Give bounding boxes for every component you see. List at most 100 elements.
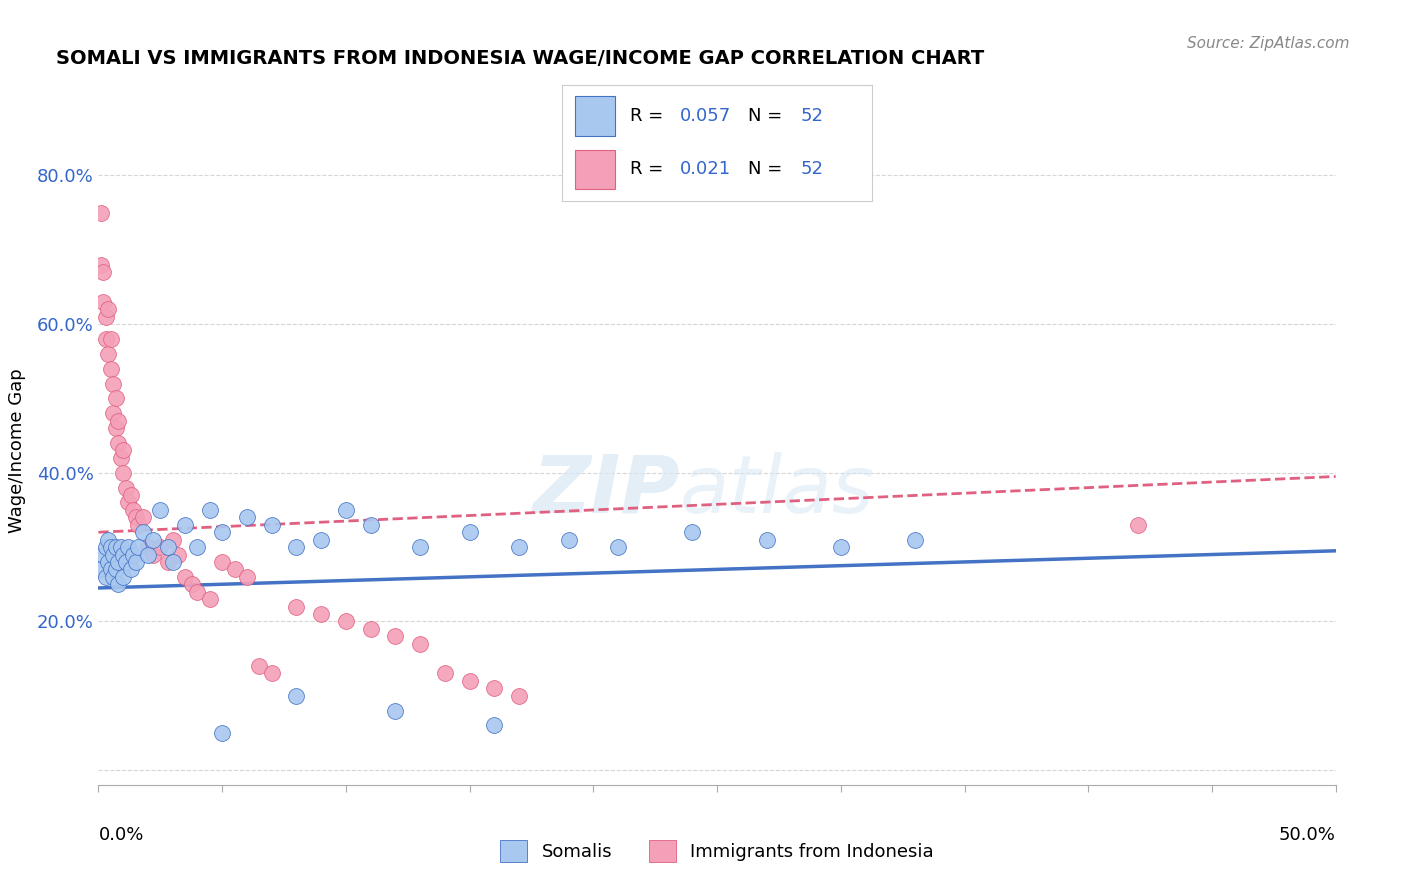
Point xyxy=(904,533,927,547)
Point xyxy=(484,718,506,732)
Point xyxy=(285,540,308,554)
Point xyxy=(607,540,630,554)
Text: 50.0%: 50.0% xyxy=(1279,826,1336,844)
Point xyxy=(112,548,135,562)
Point xyxy=(211,555,233,569)
Point xyxy=(107,414,129,428)
Point xyxy=(136,540,159,554)
Point xyxy=(94,570,117,584)
Point xyxy=(97,555,120,569)
Point xyxy=(156,555,179,569)
Point xyxy=(94,332,117,346)
Point xyxy=(100,332,122,346)
Point xyxy=(260,517,283,532)
Point xyxy=(104,540,127,554)
Point xyxy=(142,548,165,562)
Point xyxy=(484,681,506,696)
Point xyxy=(335,615,357,629)
Point xyxy=(103,376,125,391)
Point xyxy=(458,673,481,688)
Point xyxy=(149,503,172,517)
Text: 0.057: 0.057 xyxy=(681,107,731,125)
Point xyxy=(1126,517,1149,532)
Point xyxy=(211,726,233,740)
Point xyxy=(120,562,142,576)
Point xyxy=(100,361,122,376)
Point xyxy=(409,637,432,651)
Point xyxy=(114,555,136,569)
Point xyxy=(117,540,139,554)
Point xyxy=(127,540,149,554)
Y-axis label: Wage/Income Gap: Wage/Income Gap xyxy=(7,368,25,533)
Point xyxy=(107,555,129,569)
Point xyxy=(112,466,135,480)
Point xyxy=(681,525,703,540)
Point xyxy=(224,562,246,576)
Point xyxy=(110,540,132,554)
FancyBboxPatch shape xyxy=(575,96,614,136)
Point xyxy=(508,689,530,703)
Point xyxy=(360,517,382,532)
Text: atlas: atlas xyxy=(681,451,875,530)
Point xyxy=(112,443,135,458)
Point xyxy=(122,548,145,562)
Point xyxy=(112,570,135,584)
Point xyxy=(162,555,184,569)
Point xyxy=(198,503,221,517)
Text: ZIP: ZIP xyxy=(533,451,681,530)
Point xyxy=(285,689,308,703)
Point xyxy=(132,525,155,540)
Point xyxy=(166,548,188,562)
Point xyxy=(162,533,184,547)
Point xyxy=(557,533,579,547)
Point xyxy=(508,540,530,554)
FancyBboxPatch shape xyxy=(575,150,614,189)
Text: R =: R = xyxy=(630,107,669,125)
Point xyxy=(90,258,112,272)
Point xyxy=(100,540,122,554)
Text: 0.021: 0.021 xyxy=(681,161,731,178)
Point xyxy=(181,577,204,591)
Point xyxy=(103,406,125,420)
Point xyxy=(114,481,136,495)
Point xyxy=(186,540,208,554)
Point xyxy=(117,495,139,509)
Point xyxy=(236,570,259,584)
Point xyxy=(174,517,197,532)
Text: Source: ZipAtlas.com: Source: ZipAtlas.com xyxy=(1187,36,1350,51)
Point xyxy=(755,533,778,547)
Point xyxy=(124,510,146,524)
Point xyxy=(94,310,117,324)
Point xyxy=(93,265,115,279)
Point xyxy=(156,540,179,554)
Text: N =: N = xyxy=(748,107,787,125)
Point xyxy=(409,540,432,554)
Text: SOMALI VS IMMIGRANTS FROM INDONESIA WAGE/INCOME GAP CORRELATION CHART: SOMALI VS IMMIGRANTS FROM INDONESIA WAGE… xyxy=(56,49,984,68)
Text: 52: 52 xyxy=(800,161,824,178)
Point xyxy=(97,302,120,317)
Point xyxy=(260,666,283,681)
Text: 52: 52 xyxy=(800,107,824,125)
Point xyxy=(120,488,142,502)
Point xyxy=(97,533,120,547)
Point xyxy=(110,450,132,465)
Point xyxy=(384,629,406,643)
Text: 0.0%: 0.0% xyxy=(98,826,143,844)
Point xyxy=(97,347,120,361)
Point xyxy=(149,540,172,554)
Legend: Somalis, Immigrants from Indonesia: Somalis, Immigrants from Indonesia xyxy=(494,833,941,870)
Point xyxy=(104,421,127,435)
Point xyxy=(104,392,127,406)
Point xyxy=(198,592,221,607)
Point xyxy=(90,562,112,576)
Point xyxy=(458,525,481,540)
Point xyxy=(186,584,208,599)
Text: R =: R = xyxy=(630,161,669,178)
Point xyxy=(384,704,406,718)
Point xyxy=(285,599,308,614)
Point xyxy=(90,205,112,219)
Point xyxy=(309,607,332,621)
Point xyxy=(107,436,129,450)
Text: N =: N = xyxy=(748,161,787,178)
Point xyxy=(93,294,115,309)
